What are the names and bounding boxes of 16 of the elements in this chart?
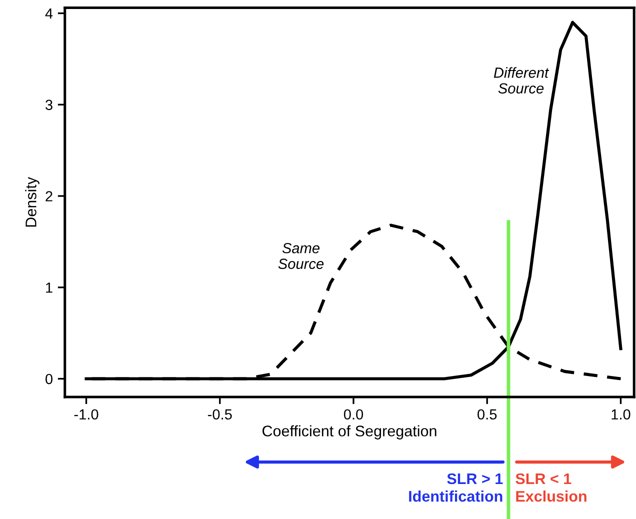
series-label: Different Source [494, 67, 550, 94]
y-tick-label: 0 [46, 374, 52, 384]
text: SLR > 1 Identification [409, 473, 503, 502]
x-tick-label: 0.5 [478, 409, 497, 420]
text: SLR < 1 Exclusion [516, 473, 586, 502]
y-axis-title: Density [25, 176, 40, 227]
y-tick-label: 3 [46, 100, 52, 110]
y-tick-label: 4 [45, 8, 53, 19]
x-axis-title: Coefficient of Segregation [262, 425, 436, 440]
x-tick-label: 0.0 [344, 409, 364, 420]
series-label: Same Source [278, 242, 324, 270]
y-tick-label: 2 [46, 191, 52, 202]
x-tick-label: -1.0 [74, 409, 98, 420]
x-tick-label: 1.0 [612, 409, 630, 420]
x-tick-label: -0.5 [208, 409, 232, 420]
y-tick-label: 1 [46, 282, 52, 293]
